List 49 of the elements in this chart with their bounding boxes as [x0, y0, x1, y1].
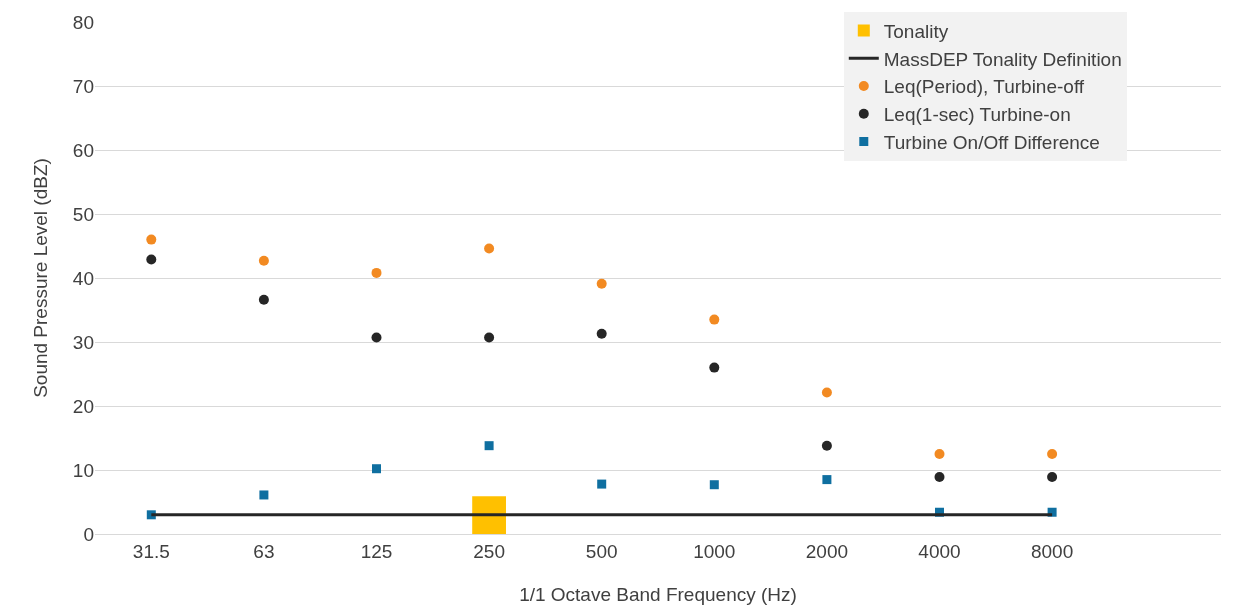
- point: [484, 332, 495, 343]
- x-tick-label: 1000: [693, 540, 736, 562]
- legend-label: Leq(Period), Turbine-off: [883, 76, 1085, 98]
- x-tick-label: 500: [585, 540, 618, 562]
- x-tick-label: 4000: [918, 540, 961, 562]
- y-tick-label: 30: [72, 331, 94, 353]
- point: [1047, 449, 1058, 459]
- point: [934, 472, 945, 483]
- point: [597, 479, 607, 489]
- y-tick-label: 60: [72, 139, 94, 161]
- x-axis-title: 1/1 Octave Band Frequency (Hz): [519, 584, 797, 605]
- point: [146, 234, 157, 245]
- point: [709, 314, 720, 325]
- legend-label: MassDEP Tonality Definition: [883, 48, 1122, 70]
- point: [484, 243, 495, 254]
- x-tick-label: 2000: [805, 540, 849, 562]
- point: [372, 464, 381, 474]
- point: [484, 441, 494, 451]
- point: [371, 332, 382, 343]
- legend-label: Turbine On/Off Difference: [883, 131, 1100, 153]
- point: [709, 480, 719, 490]
- y-tick-label: 80: [72, 11, 94, 33]
- x-tick-label: 8000: [1030, 540, 1074, 562]
- y-tick-label: 50: [72, 203, 94, 225]
- point: [1047, 472, 1058, 483]
- y-tick-label: 20: [72, 395, 94, 417]
- y-axis-title: Sound Pressure Level (dBZ): [30, 158, 51, 398]
- point: [596, 278, 607, 289]
- point: [258, 294, 269, 305]
- legend-label: Tonality: [883, 21, 949, 43]
- x-tick-label: 125: [360, 540, 393, 562]
- point: [371, 267, 382, 278]
- y-tick-label: 0: [83, 523, 94, 545]
- point: [258, 255, 269, 266]
- point: [822, 475, 832, 485]
- legend-label: Leq(1-sec) Turbine-on: [883, 104, 1071, 126]
- y-tick-label: 10: [72, 459, 94, 481]
- point: [709, 362, 720, 373]
- y-tick-label: 70: [72, 75, 94, 97]
- y-tick-label: 40: [72, 267, 94, 289]
- x-tick-label: 63: [253, 540, 275, 562]
- point: [259, 490, 269, 500]
- point: [146, 254, 157, 265]
- point: [934, 449, 945, 459]
- point: [821, 387, 832, 398]
- x-tick-label: 31.5: [132, 540, 170, 562]
- point: [821, 440, 832, 451]
- point: [596, 328, 607, 339]
- x-tick-label: 250: [473, 540, 505, 562]
